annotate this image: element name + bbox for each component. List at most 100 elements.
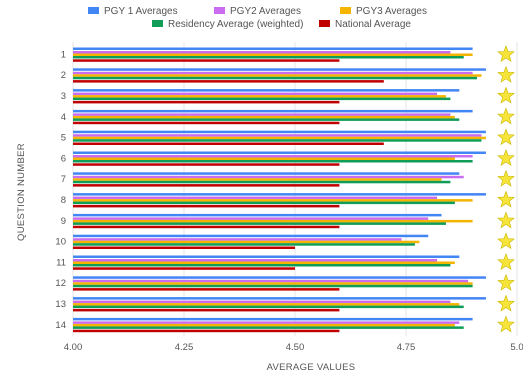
bar — [73, 259, 438, 262]
y-tick-label: 11 — [56, 257, 66, 268]
legend-swatch — [214, 7, 225, 14]
bar — [73, 134, 482, 137]
bar — [73, 204, 340, 208]
bar — [73, 80, 384, 83]
y-tick-label: 5 — [61, 133, 66, 144]
bar — [73, 276, 486, 279]
bar — [73, 121, 340, 125]
legend-label: PGY2 Averages — [230, 6, 301, 17]
bar — [73, 261, 455, 264]
bar — [73, 118, 460, 121]
bar — [73, 71, 473, 75]
bar — [73, 305, 464, 309]
y-tick-label: 7 — [61, 174, 66, 185]
bar — [73, 317, 473, 321]
x-tick-label: 4.00 — [64, 342, 83, 353]
legend: PGY 1 Averages PGY2 Averages PGY3 Averages… — [88, 6, 427, 30]
star-icon — [497, 253, 515, 270]
bar — [73, 303, 460, 306]
star-icon — [497, 190, 515, 208]
bar — [73, 160, 473, 163]
legend-swatch — [319, 20, 330, 27]
y-tick-label: 1 — [61, 49, 66, 60]
bar — [73, 142, 384, 145]
bar — [73, 157, 455, 160]
bar — [73, 199, 473, 202]
legend-label: PGY3 Averages — [356, 6, 427, 17]
bar — [73, 225, 340, 229]
bars — [73, 47, 486, 333]
bar — [73, 180, 451, 184]
y-tick-label: 12 — [55, 278, 66, 289]
star-icon — [497, 211, 515, 229]
bar — [73, 282, 473, 285]
star-icon — [497, 169, 515, 187]
star-icon — [497, 86, 515, 104]
bar — [73, 238, 402, 241]
bar — [73, 151, 486, 154]
bar — [73, 68, 486, 71]
bar — [73, 267, 295, 270]
x-axis-title: AVERAGE VALUES — [267, 362, 356, 372]
bar — [73, 178, 442, 181]
legend-label: PGY 1 Averages — [104, 6, 178, 17]
bar — [73, 74, 482, 77]
bar — [73, 321, 460, 324]
bar — [73, 109, 473, 113]
star-icon — [497, 315, 515, 333]
star-icon — [497, 45, 515, 62]
y-tick-label: 9 — [61, 216, 66, 227]
bar — [73, 300, 451, 304]
y-tick-label: 6 — [61, 153, 66, 164]
y-tick-label: 2 — [61, 70, 66, 81]
y-tick-label: 14 — [55, 320, 66, 331]
bar — [73, 95, 446, 98]
bar — [73, 193, 486, 196]
y-axis-title: QUESTION NUMBER — [16, 143, 27, 241]
legend-label: Residency Average (weighted) — [168, 19, 303, 30]
bar — [73, 222, 446, 225]
bar — [73, 184, 340, 187]
legend-swatch — [340, 7, 351, 14]
y-tick-label: 8 — [61, 195, 66, 206]
bar — [73, 217, 429, 220]
star-icon — [497, 294, 515, 312]
bar — [73, 329, 340, 333]
bar — [73, 326, 464, 329]
bar — [73, 51, 451, 54]
bar — [73, 201, 455, 205]
star-icon — [497, 107, 515, 125]
bar — [73, 115, 455, 119]
y-tick-label: 10 — [55, 237, 66, 248]
bar — [73, 213, 442, 217]
legend-label: National Average — [335, 19, 411, 30]
star-icon — [497, 232, 515, 250]
bar — [73, 92, 438, 96]
bar — [73, 97, 451, 101]
bar — [73, 59, 340, 62]
bar — [73, 284, 473, 288]
x-tick-label: 4.25 — [175, 342, 194, 353]
bar — [73, 155, 473, 158]
legend-swatch — [88, 7, 99, 14]
star-icon — [497, 65, 515, 83]
grid — [72, 42, 518, 336]
bar — [73, 246, 295, 249]
star-icon — [497, 149, 515, 166]
bar — [73, 219, 473, 223]
bar — [73, 139, 482, 142]
bar — [73, 234, 429, 238]
bar — [73, 56, 464, 59]
bar — [73, 288, 340, 291]
bar — [73, 243, 415, 246]
bar — [73, 163, 340, 166]
bar — [73, 76, 478, 80]
bar — [73, 308, 340, 312]
legend-swatch — [152, 20, 163, 27]
bar — [73, 255, 460, 258]
bar — [73, 113, 451, 116]
x-tick-label: 4.50 — [286, 342, 305, 353]
y-tick-label: 3 — [61, 91, 66, 102]
